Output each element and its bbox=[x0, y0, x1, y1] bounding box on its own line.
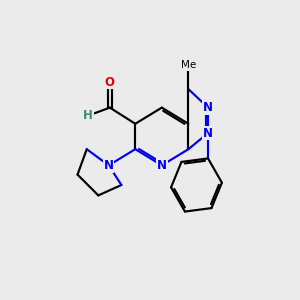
Text: N: N bbox=[203, 101, 213, 114]
Text: Me: Me bbox=[181, 60, 196, 70]
Text: H: H bbox=[83, 109, 93, 122]
Text: N: N bbox=[157, 159, 167, 172]
Text: N: N bbox=[203, 127, 213, 140]
Text: N: N bbox=[104, 159, 114, 172]
Text: O: O bbox=[105, 76, 115, 89]
